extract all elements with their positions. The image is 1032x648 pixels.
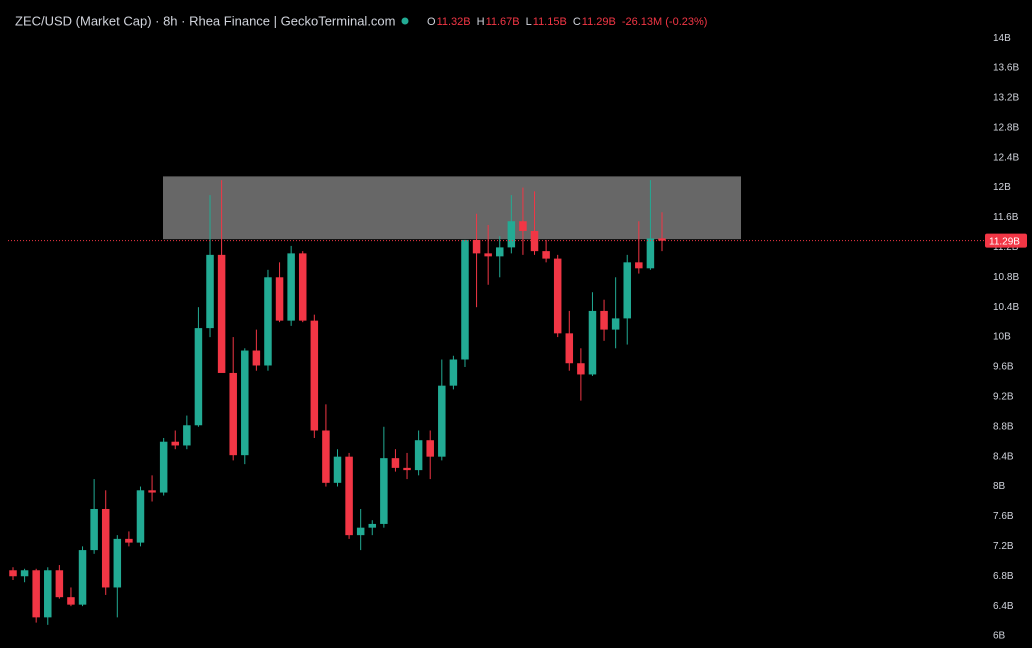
y-tick-label: 8.8B [993,421,1014,432]
chart-title: ZEC/USD (Market Cap) · 8h · Rhea Finance… [15,13,396,28]
candle-body [183,425,191,446]
candle-body [507,221,516,248]
candle-body [472,239,481,254]
candle-body [403,467,411,471]
y-tick-label: 12B [993,182,1011,193]
y-tick-label: 14B [993,33,1011,44]
candle-body [461,239,469,360]
ohlc-key: O [427,16,436,28]
candle-body [658,238,666,241]
candle-body [298,253,307,321]
candle-body [646,238,655,269]
candle-body [426,440,434,457]
candle-body [78,550,87,605]
candle-body [229,372,237,456]
candle-body [32,570,40,618]
y-tick-label: 13.6B [993,63,1019,74]
candle-body [530,230,539,252]
candle-body [55,570,64,598]
candle-body [438,385,446,457]
candle-body [20,570,29,577]
candle-body [252,350,261,366]
candle-body [206,254,214,329]
resistance-zone [163,176,741,240]
candle-body [241,350,249,456]
ohlc-change: -26.13M (-0.23%) [622,16,708,28]
y-tick-label: 11.6B [993,212,1019,223]
y-tick-label: 10B [993,332,1011,343]
candle-body [217,254,226,373]
candle-body [635,262,643,269]
candle-body [484,253,492,257]
candle-body [125,538,133,543]
candle-body [345,456,353,536]
ohlc-key: L [526,16,532,28]
y-tick-label: 7.6B [993,511,1014,522]
candle-body [310,320,319,431]
candle-body [136,490,145,543]
ohlc-key: C [573,16,581,28]
last-price-label: 11.29B [989,236,1020,247]
ohlc-value: 11.67B [486,16,520,28]
candle-body [67,597,75,605]
candle-body [611,318,620,330]
ohlc-value: 11.15B [533,16,567,28]
ohlc-key: H [477,16,485,28]
y-tick-label: 10.4B [993,302,1019,313]
candle-body [90,508,98,551]
y-tick-label: 12.8B [993,122,1019,133]
plot [8,176,985,625]
candle-body [588,310,597,375]
candle-body [322,430,330,483]
candle-body [600,310,608,330]
candle-body [414,440,423,471]
candle-body [449,359,458,386]
candle-body [623,262,631,319]
ohlc-value: 11.29B [582,16,616,28]
y-tick-label: 8.4B [993,451,1014,462]
candle-body [553,258,562,334]
candle-body [368,523,377,528]
candle-body [148,490,156,493]
ohlc-legend: O 11.32B H 11.67B L 11.15B C 11.29B -26.13M (-0.… [427,16,707,28]
candle-body [159,441,168,493]
ohlc-value: 11.32B [437,16,471,28]
last-price-badge [985,233,1027,248]
candle-body [264,277,272,366]
candle-body [287,253,295,321]
candle-body [565,333,574,364]
candle-body [356,527,365,536]
y-tick-label: 6.8B [993,571,1014,582]
y-tick-label: 9.6B [993,362,1014,373]
candle-body [101,508,110,588]
y-tick-label: 12.4B [993,152,1019,163]
candle-body [275,277,284,321]
candle-body [542,251,550,259]
candle-body [194,328,203,426]
candle-body [519,221,527,231]
candle-body [171,441,179,446]
candle-body [113,538,122,588]
status-dot [401,17,409,25]
candle-body [577,363,585,375]
candle-body [44,570,52,618]
candle-body [496,247,504,257]
y-tick-label: 8B [993,481,1006,492]
candle-body [391,458,400,468]
y-tick-label: 6.4B [993,601,1014,612]
candle-body [380,458,388,524]
y-tick-label: 6B [993,631,1006,642]
y-tick-label: 13.2B [993,93,1019,104]
y-tick-label: 9.2B [993,392,1014,403]
y-tick-label: 7.2B [993,541,1014,552]
candle-body [9,570,17,577]
candle-body [333,456,342,483]
y-tick-label: 10.8B [993,272,1019,283]
